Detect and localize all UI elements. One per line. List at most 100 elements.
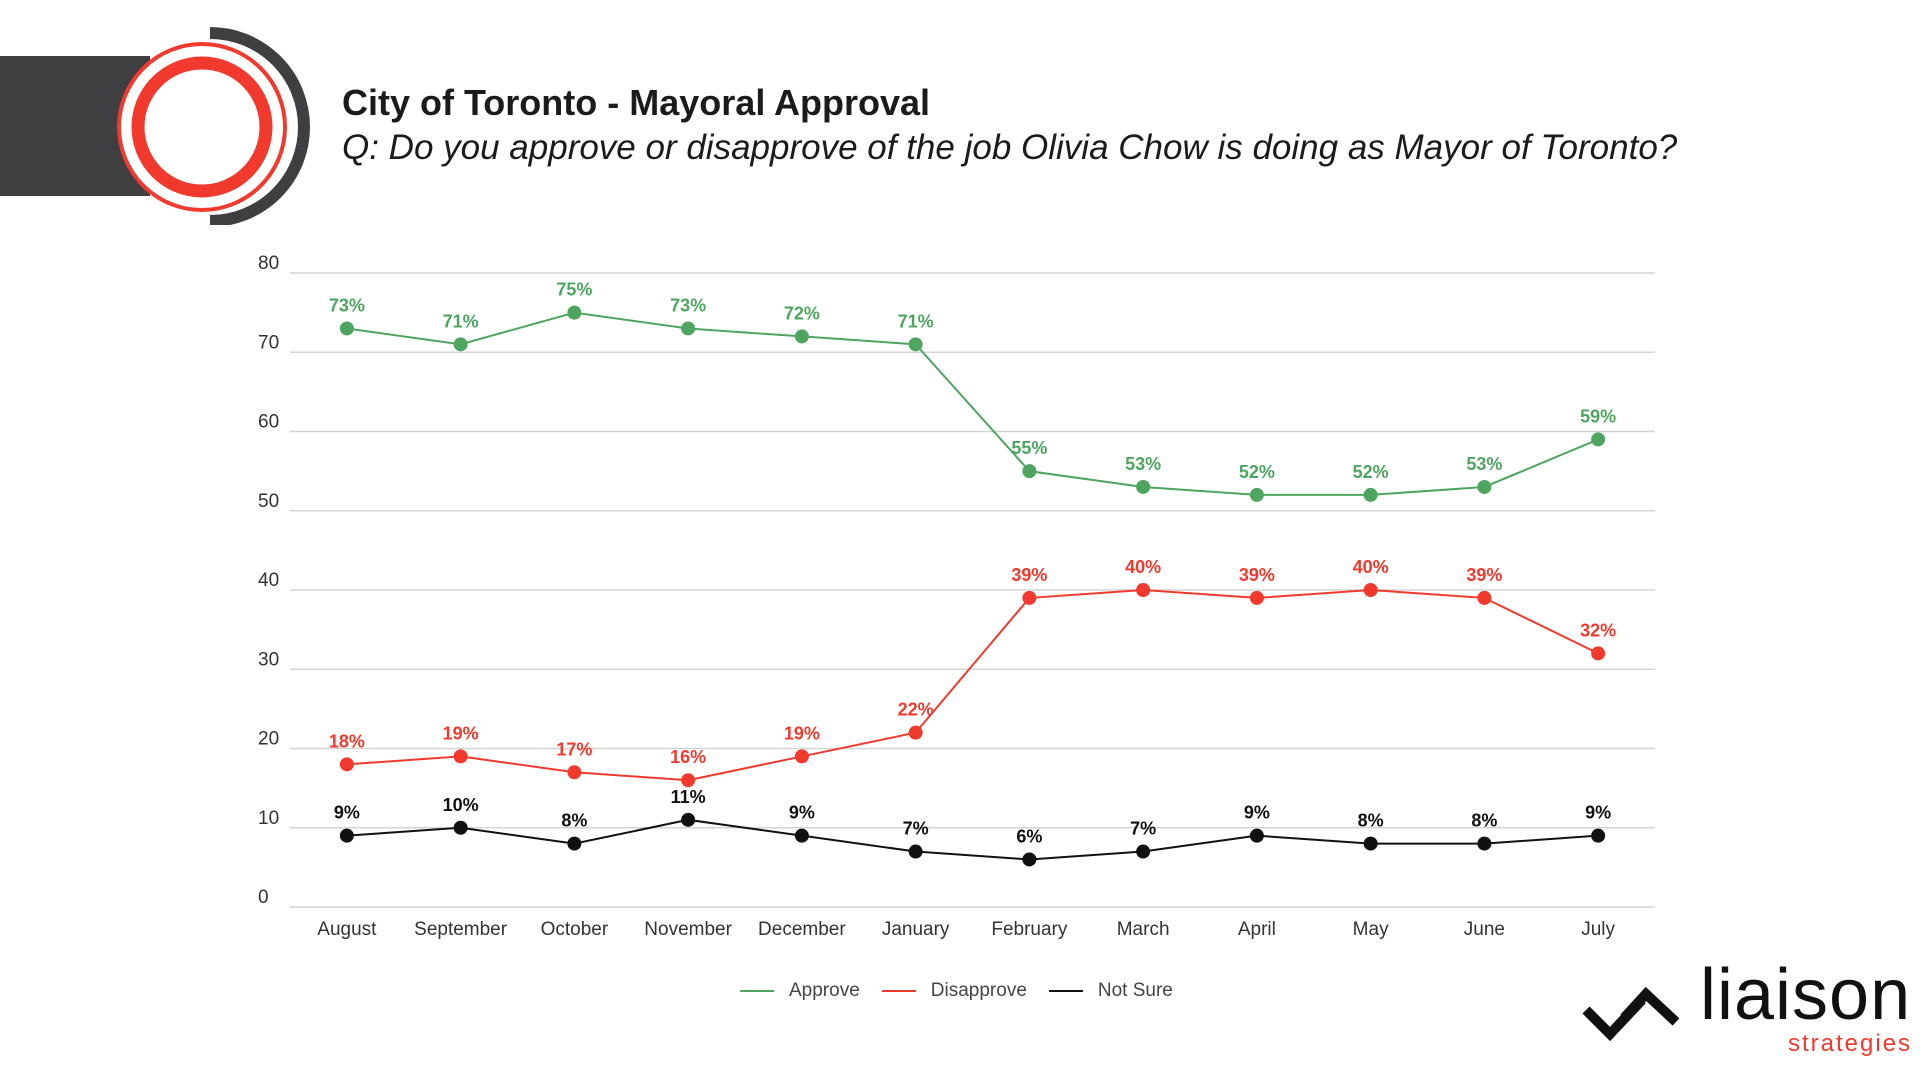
- x-tick-label-october: October: [541, 919, 609, 940]
- data-label-disapprove: 39%: [1466, 565, 1502, 585]
- brand-logo: liaison strategies: [1580, 955, 1913, 1058]
- data-point-disapprove: [1249, 590, 1264, 605]
- data-point-approve: [567, 305, 582, 320]
- data-label-approve: 73%: [670, 295, 706, 315]
- y-tick-label-20: 20: [258, 729, 279, 750]
- chart-subtitle: Q: Do you approve or disapprove of the j…: [342, 128, 1678, 167]
- chart-title: City of Toronto - Mayoral Approval: [342, 82, 931, 123]
- data-point-not-sure: [1136, 844, 1151, 859]
- data-label-approve: 52%: [1239, 462, 1275, 482]
- x-tick-label-august: August: [317, 919, 377, 940]
- x-tick-label-december: December: [758, 919, 846, 940]
- data-label-approve: 55%: [1011, 438, 1047, 458]
- chevron-mark-icon: [1582, 986, 1680, 1042]
- series-line-not-sure: [346, 818, 1599, 861]
- data-label-approve: 59%: [1580, 406, 1616, 426]
- legend-label-not-sure: Not Sure: [1097, 980, 1173, 1001]
- data-point-disapprove: [1022, 590, 1037, 605]
- data-label-disapprove: 17%: [556, 739, 592, 759]
- y-tick-label-70: 70: [258, 332, 279, 353]
- brand-name: liaison: [1700, 955, 1912, 1035]
- data-label-not-sure: 8%: [1358, 811, 1384, 831]
- data-label-disapprove: 32%: [1580, 620, 1616, 640]
- x-tick-label-march: March: [1117, 919, 1170, 940]
- data-label-approve: 71%: [898, 311, 934, 331]
- data-label-not-sure: 9%: [1244, 803, 1270, 823]
- data-label-approve: 53%: [1466, 454, 1502, 474]
- data-point-not-sure: [681, 812, 696, 827]
- data-label-disapprove: 39%: [1011, 565, 1047, 585]
- data-label-approve: 75%: [556, 280, 592, 300]
- chart-legend: Approve Disapprove Not Sure: [740, 980, 1195, 1002]
- data-label-not-sure: 8%: [1471, 811, 1497, 831]
- data-point-not-sure: [339, 828, 354, 843]
- data-label-approve: 72%: [784, 303, 820, 323]
- data-label-not-sure: 7%: [1130, 819, 1156, 839]
- data-point-not-sure: [567, 836, 582, 851]
- y-tick-label-50: 50: [258, 491, 279, 512]
- data-point-disapprove: [908, 725, 923, 740]
- x-tick-label-september: September: [414, 919, 508, 940]
- data-label-not-sure: 9%: [334, 803, 360, 823]
- data-point-disapprove: [1591, 646, 1606, 661]
- x-tick-label-june: June: [1464, 919, 1505, 940]
- data-point-not-sure: [453, 820, 468, 835]
- legend-item-not-sure: Not Sure: [1048, 980, 1173, 1002]
- data-point-approve: [794, 329, 809, 344]
- data-point-approve: [681, 321, 696, 336]
- data-point-not-sure: [1022, 852, 1037, 867]
- legend-item-disapprove: Disapprove: [881, 980, 1027, 1002]
- legend-swatch-disapprove: [881, 990, 916, 992]
- data-point-disapprove: [1363, 583, 1378, 597]
- data-label-not-sure: 8%: [561, 811, 587, 831]
- legend-label-approve: Approve: [789, 980, 860, 1001]
- data-point-not-sure: [794, 828, 809, 843]
- data-label-disapprove: 40%: [1353, 557, 1389, 577]
- data-label-not-sure: 9%: [1585, 803, 1611, 823]
- series-line-disapprove: [346, 588, 1599, 782]
- x-tick-label-july: July: [1581, 919, 1615, 940]
- legend-item-approve: Approve: [740, 980, 860, 1002]
- y-tick-label-60: 60: [258, 412, 279, 433]
- x-tick-label-january: January: [882, 919, 950, 940]
- data-point-approve: [453, 337, 468, 352]
- y-tick-label-40: 40: [258, 570, 279, 591]
- y-tick-label-30: 30: [258, 649, 279, 670]
- data-point-approve: [1363, 487, 1378, 502]
- data-label-not-sure: 7%: [903, 819, 929, 839]
- data-label-approve: 53%: [1125, 454, 1161, 474]
- data-label-not-sure: 10%: [443, 795, 479, 815]
- data-label-not-sure: 11%: [671, 787, 706, 807]
- data-label-not-sure: 6%: [1016, 826, 1042, 846]
- data-point-approve: [1477, 479, 1492, 494]
- data-point-approve: [1136, 479, 1151, 494]
- data-label-disapprove: 19%: [784, 723, 820, 743]
- data-label-disapprove: 39%: [1239, 565, 1275, 585]
- data-point-disapprove: [681, 773, 696, 788]
- brand-subtitle: strategies: [1788, 1030, 1913, 1057]
- data-point-disapprove: [567, 765, 582, 780]
- data-point-approve: [339, 321, 354, 336]
- data-point-not-sure: [1363, 836, 1378, 851]
- data-point-not-sure: [1591, 828, 1606, 843]
- legend-label-disapprove: Disapprove: [930, 980, 1027, 1001]
- x-tick-label-april: April: [1238, 919, 1276, 940]
- data-point-not-sure: [1477, 836, 1492, 851]
- data-label-approve: 71%: [443, 311, 479, 331]
- x-tick-label-may: May: [1353, 919, 1389, 940]
- legend-swatch-not-sure: [1048, 990, 1083, 992]
- data-point-disapprove: [794, 749, 809, 764]
- y-tick-label-0: 0: [258, 887, 269, 908]
- data-label-disapprove: 19%: [443, 723, 479, 743]
- data-point-not-sure: [1249, 828, 1264, 843]
- data-label-disapprove: 22%: [898, 700, 934, 720]
- data-point-disapprove: [1477, 590, 1492, 605]
- circle-logo-icon: [117, 27, 310, 225]
- data-label-disapprove: 18%: [329, 731, 365, 751]
- data-label-approve: 73%: [329, 295, 365, 315]
- data-point-disapprove: [453, 749, 468, 764]
- data-point-approve: [1591, 432, 1606, 447]
- data-label-approve: 52%: [1353, 462, 1389, 482]
- data-label-disapprove: 16%: [670, 747, 706, 767]
